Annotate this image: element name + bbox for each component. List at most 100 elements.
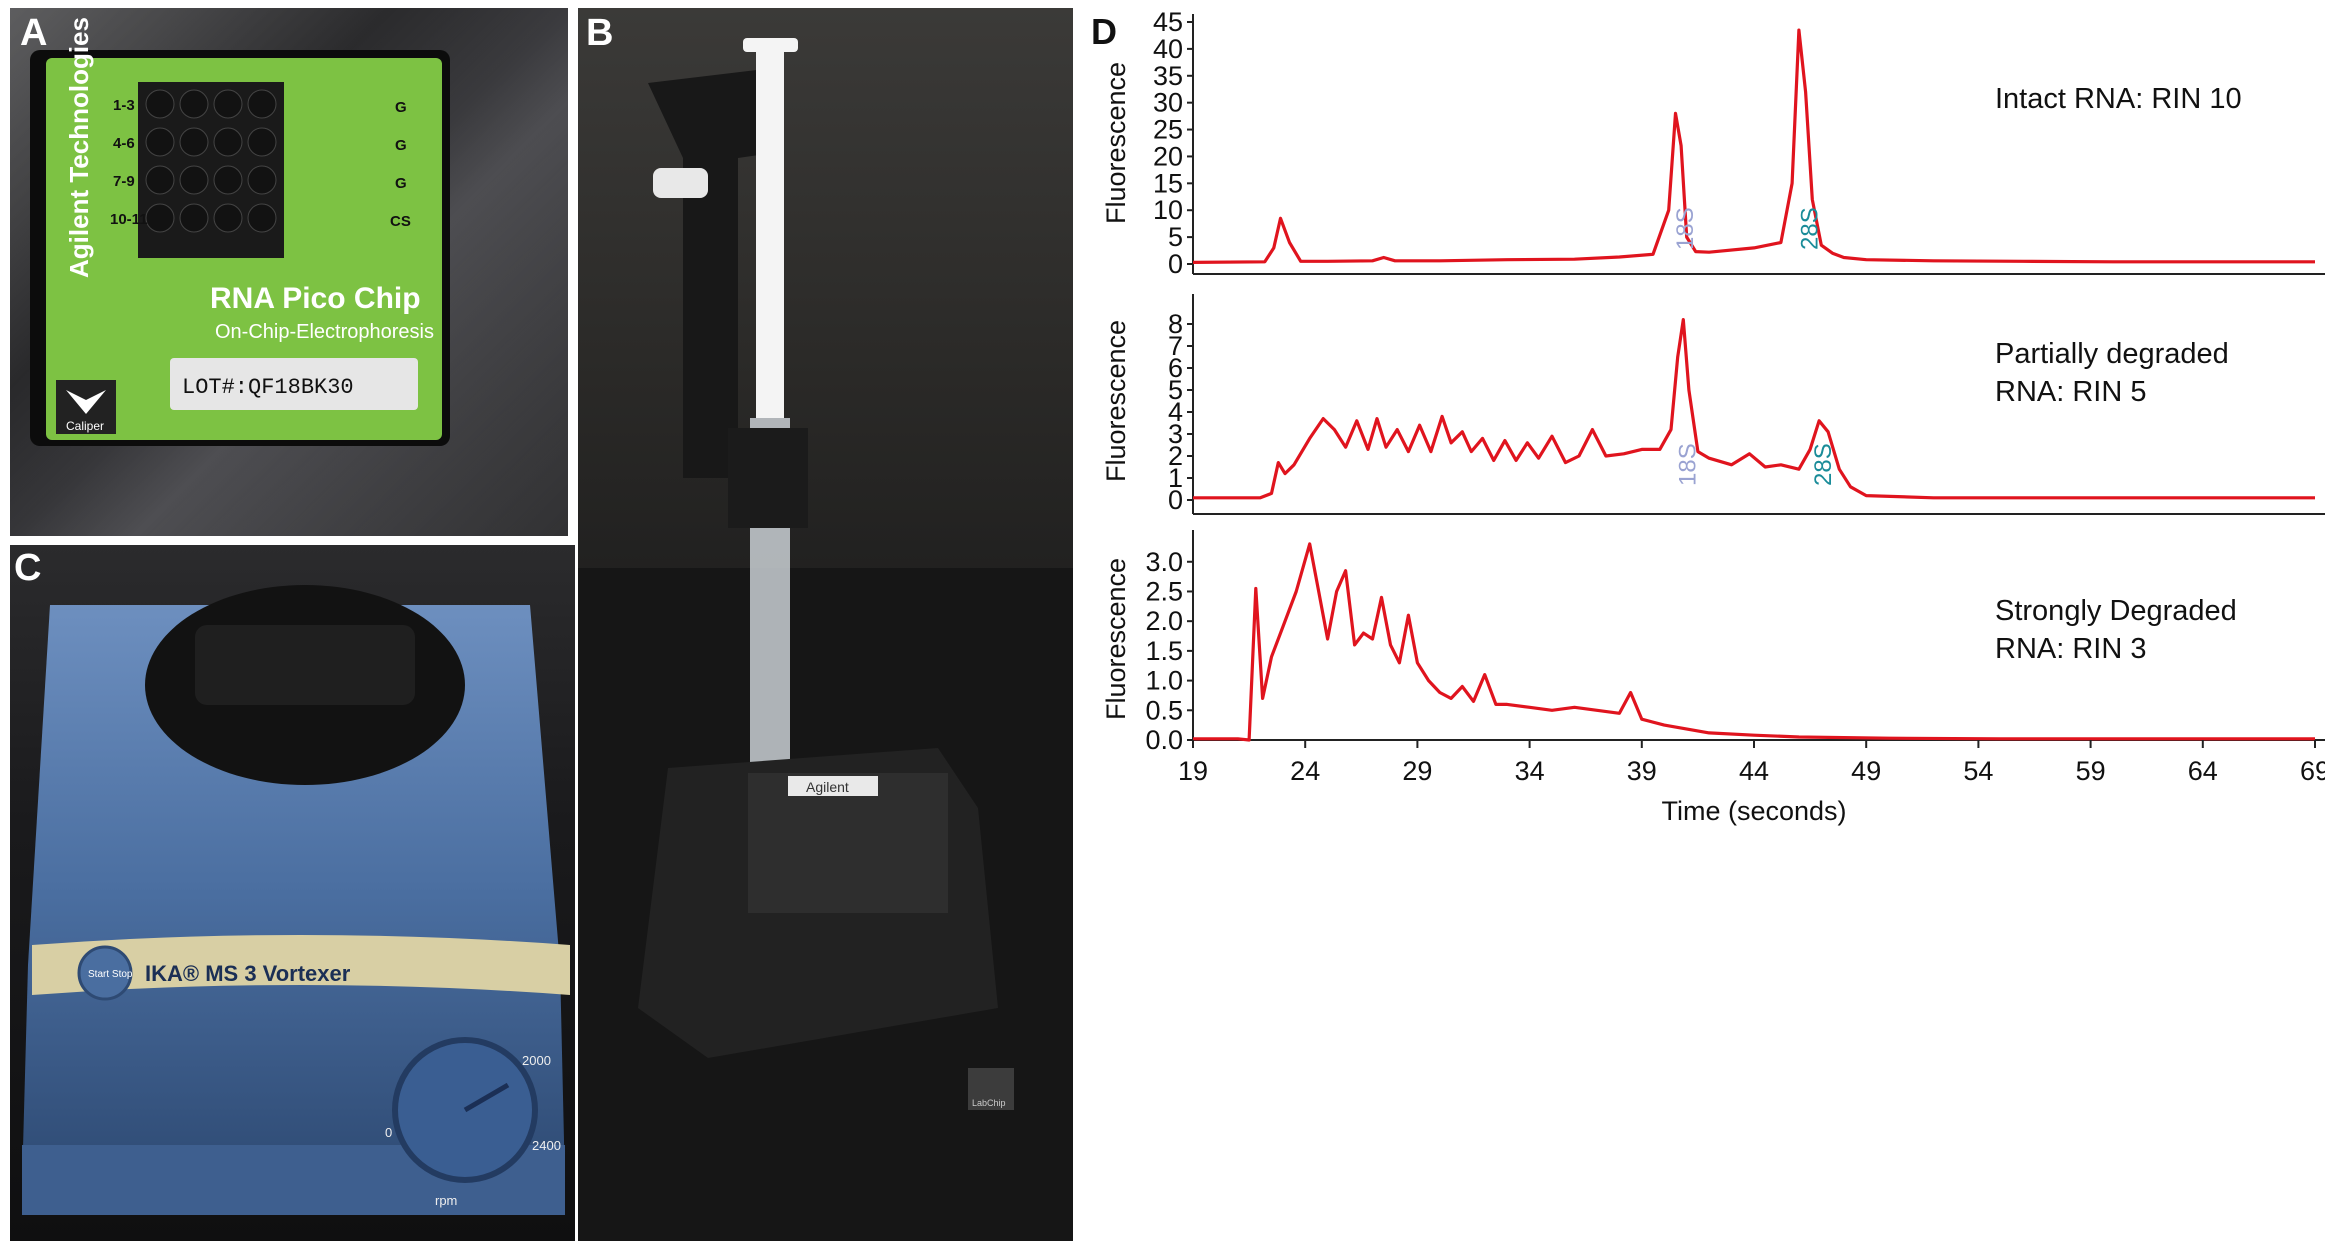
chip-side-label: G xyxy=(395,99,407,116)
x-tick-label: 29 xyxy=(1402,756,1432,786)
chip-subtitle: On-Chip-Electrophoresis xyxy=(215,321,434,343)
rin-annotation: Partially degraded xyxy=(1995,338,2229,370)
y-tick-label: 5 xyxy=(1168,375,1183,405)
peak-label: 18S xyxy=(1674,443,1701,486)
chip-lot: LOT#:QF18BK30 xyxy=(182,375,354,400)
chip-row-label: 1-3 xyxy=(113,97,135,114)
x-tick-label: 59 xyxy=(2076,756,2106,786)
svg-text:LabChip: LabChip xyxy=(972,1098,1006,1108)
svg-text:rpm: rpm xyxy=(435,1193,457,1208)
x-tick-label: 69 xyxy=(2300,756,2325,786)
svg-text:2000: 2000 xyxy=(522,1053,551,1068)
y-tick-label: 2 xyxy=(1168,441,1183,471)
electropherogram-3: 0.00.51.01.52.02.53.0 Fluorescence Strongl… xyxy=(1101,530,2325,826)
y-tick-label: 2.5 xyxy=(1145,576,1183,606)
y-tick-label: 30 xyxy=(1153,88,1183,118)
x-tick-label: 54 xyxy=(1963,756,1993,786)
chip-side-label: G xyxy=(395,137,407,154)
y-tick-label: 6 xyxy=(1168,353,1183,383)
x-tick-label: 19 xyxy=(1178,756,1208,786)
chip-well xyxy=(145,203,175,233)
chip-well xyxy=(213,127,243,157)
vortexer-brand: IKA® MS 3 Vortexer xyxy=(145,961,351,986)
rin-annotation: Strongly Degraded xyxy=(1995,595,2237,627)
y-tick-label: 4 xyxy=(1168,397,1183,427)
priming-station-image: Agilent LabChip xyxy=(578,38,1073,1241)
y-tick-label: 1.0 xyxy=(1145,666,1183,696)
svg-text:Start Stop: Start Stop xyxy=(88,969,133,980)
x-tick-label: 64 xyxy=(2188,756,2218,786)
caliper-logo-icon: Caliper xyxy=(56,380,116,434)
chip-well xyxy=(213,165,243,195)
syringe-clip xyxy=(648,68,773,478)
series-line xyxy=(1193,318,2315,500)
chip-side-label: CS xyxy=(390,213,411,230)
y-tick-label: 40 xyxy=(1153,34,1183,64)
vortexer-image: Start Stop IKA® MS 3 Vortexer 2000 2400 … xyxy=(22,585,570,1215)
y-tick-label: 8 xyxy=(1168,309,1183,339)
svg-text:Agilent: Agilent xyxy=(806,779,849,795)
rin-annotation: RNA: RIN 3 xyxy=(1995,633,2146,665)
chip-well xyxy=(179,165,209,195)
panel-c-vortexer-photo: C Start Stop IKA® MS 3 Vortexer 2000 240… xyxy=(10,545,575,1241)
y-tick-label: 35 xyxy=(1153,61,1183,91)
chip-well xyxy=(247,89,277,119)
y-tick-label: 25 xyxy=(1153,115,1183,145)
peak-label: 28S xyxy=(1810,443,1837,486)
series-line xyxy=(1192,28,2315,264)
y-axis-label: Fluorescence xyxy=(1101,558,1131,720)
panel-c-label: C xyxy=(14,547,42,589)
y-tick-label: 1 xyxy=(1168,463,1183,493)
panel-b-label: B xyxy=(586,12,614,54)
y-tick-label: 0 xyxy=(1168,249,1183,279)
rin-annotation: RNA: RIN 5 xyxy=(1995,376,2146,408)
y-tick-label: 0 xyxy=(1168,485,1183,515)
peak-label: 18S xyxy=(1672,207,1699,250)
chip-well xyxy=(247,203,277,233)
y-tick-label: 20 xyxy=(1153,141,1183,171)
chip-well xyxy=(179,89,209,119)
chip-well xyxy=(247,165,277,195)
labchip-logo-icon xyxy=(968,1068,1014,1110)
start-stop-button[interactable] xyxy=(77,945,133,1001)
vortexer-label-strip xyxy=(32,935,570,995)
x-tick-label: 49 xyxy=(1851,756,1881,786)
y-axis-label: Fluorescence xyxy=(1101,62,1131,224)
x-tick-label: 34 xyxy=(1515,756,1545,786)
panel-a-chip-photo: A Agilent Technologies 1-3 4-6 7-9 10-11… xyxy=(10,8,568,536)
chip-well xyxy=(247,127,277,157)
x-axis-label: Time (seconds) xyxy=(1661,796,1846,826)
y-tick-label: 7 xyxy=(1168,331,1183,361)
x-tick-label: 24 xyxy=(1290,756,1320,786)
y-tick-label: 3 xyxy=(1168,419,1183,449)
y-tick-label: 10 xyxy=(1153,195,1183,225)
y-tick-label: 5 xyxy=(1168,222,1183,252)
rna-pico-chip-image: Agilent Technologies 1-3 4-6 7-9 10-11 G… xyxy=(10,8,568,536)
chip-well xyxy=(145,165,175,195)
svg-text:2400: 2400 xyxy=(532,1138,561,1153)
chip-brand: Agilent Technologies xyxy=(64,17,94,278)
chip-well xyxy=(213,203,243,233)
y-axis-label: Fluorescence xyxy=(1101,320,1131,482)
y-tick-label: 0.5 xyxy=(1145,695,1183,725)
chip-well xyxy=(213,89,243,119)
y-tick-label: 45 xyxy=(1153,8,1183,37)
x-tick-label: 44 xyxy=(1739,756,1769,786)
y-tick-label: 1.5 xyxy=(1145,636,1183,666)
chip-row-label: 4-6 xyxy=(113,135,135,152)
y-tick-label: 15 xyxy=(1153,168,1183,198)
chip-well xyxy=(145,127,175,157)
y-tick-label: 3.0 xyxy=(1145,547,1183,577)
series-line xyxy=(1193,542,2315,742)
peak-label: 28S xyxy=(1797,207,1824,250)
y-tick-label: 0.0 xyxy=(1145,725,1183,755)
chip-title: RNA Pico Chip xyxy=(210,282,421,315)
svg-text:0: 0 xyxy=(385,1125,392,1140)
rin-annotation: Intact RNA: RIN 10 xyxy=(1995,83,2242,115)
x-tick-label: 39 xyxy=(1627,756,1657,786)
chip-row-label: 7-9 xyxy=(113,173,135,190)
y-tick-label: 2.0 xyxy=(1145,606,1183,636)
panel-d-label: D xyxy=(1091,11,1117,52)
chip-side-label: G xyxy=(395,175,407,192)
